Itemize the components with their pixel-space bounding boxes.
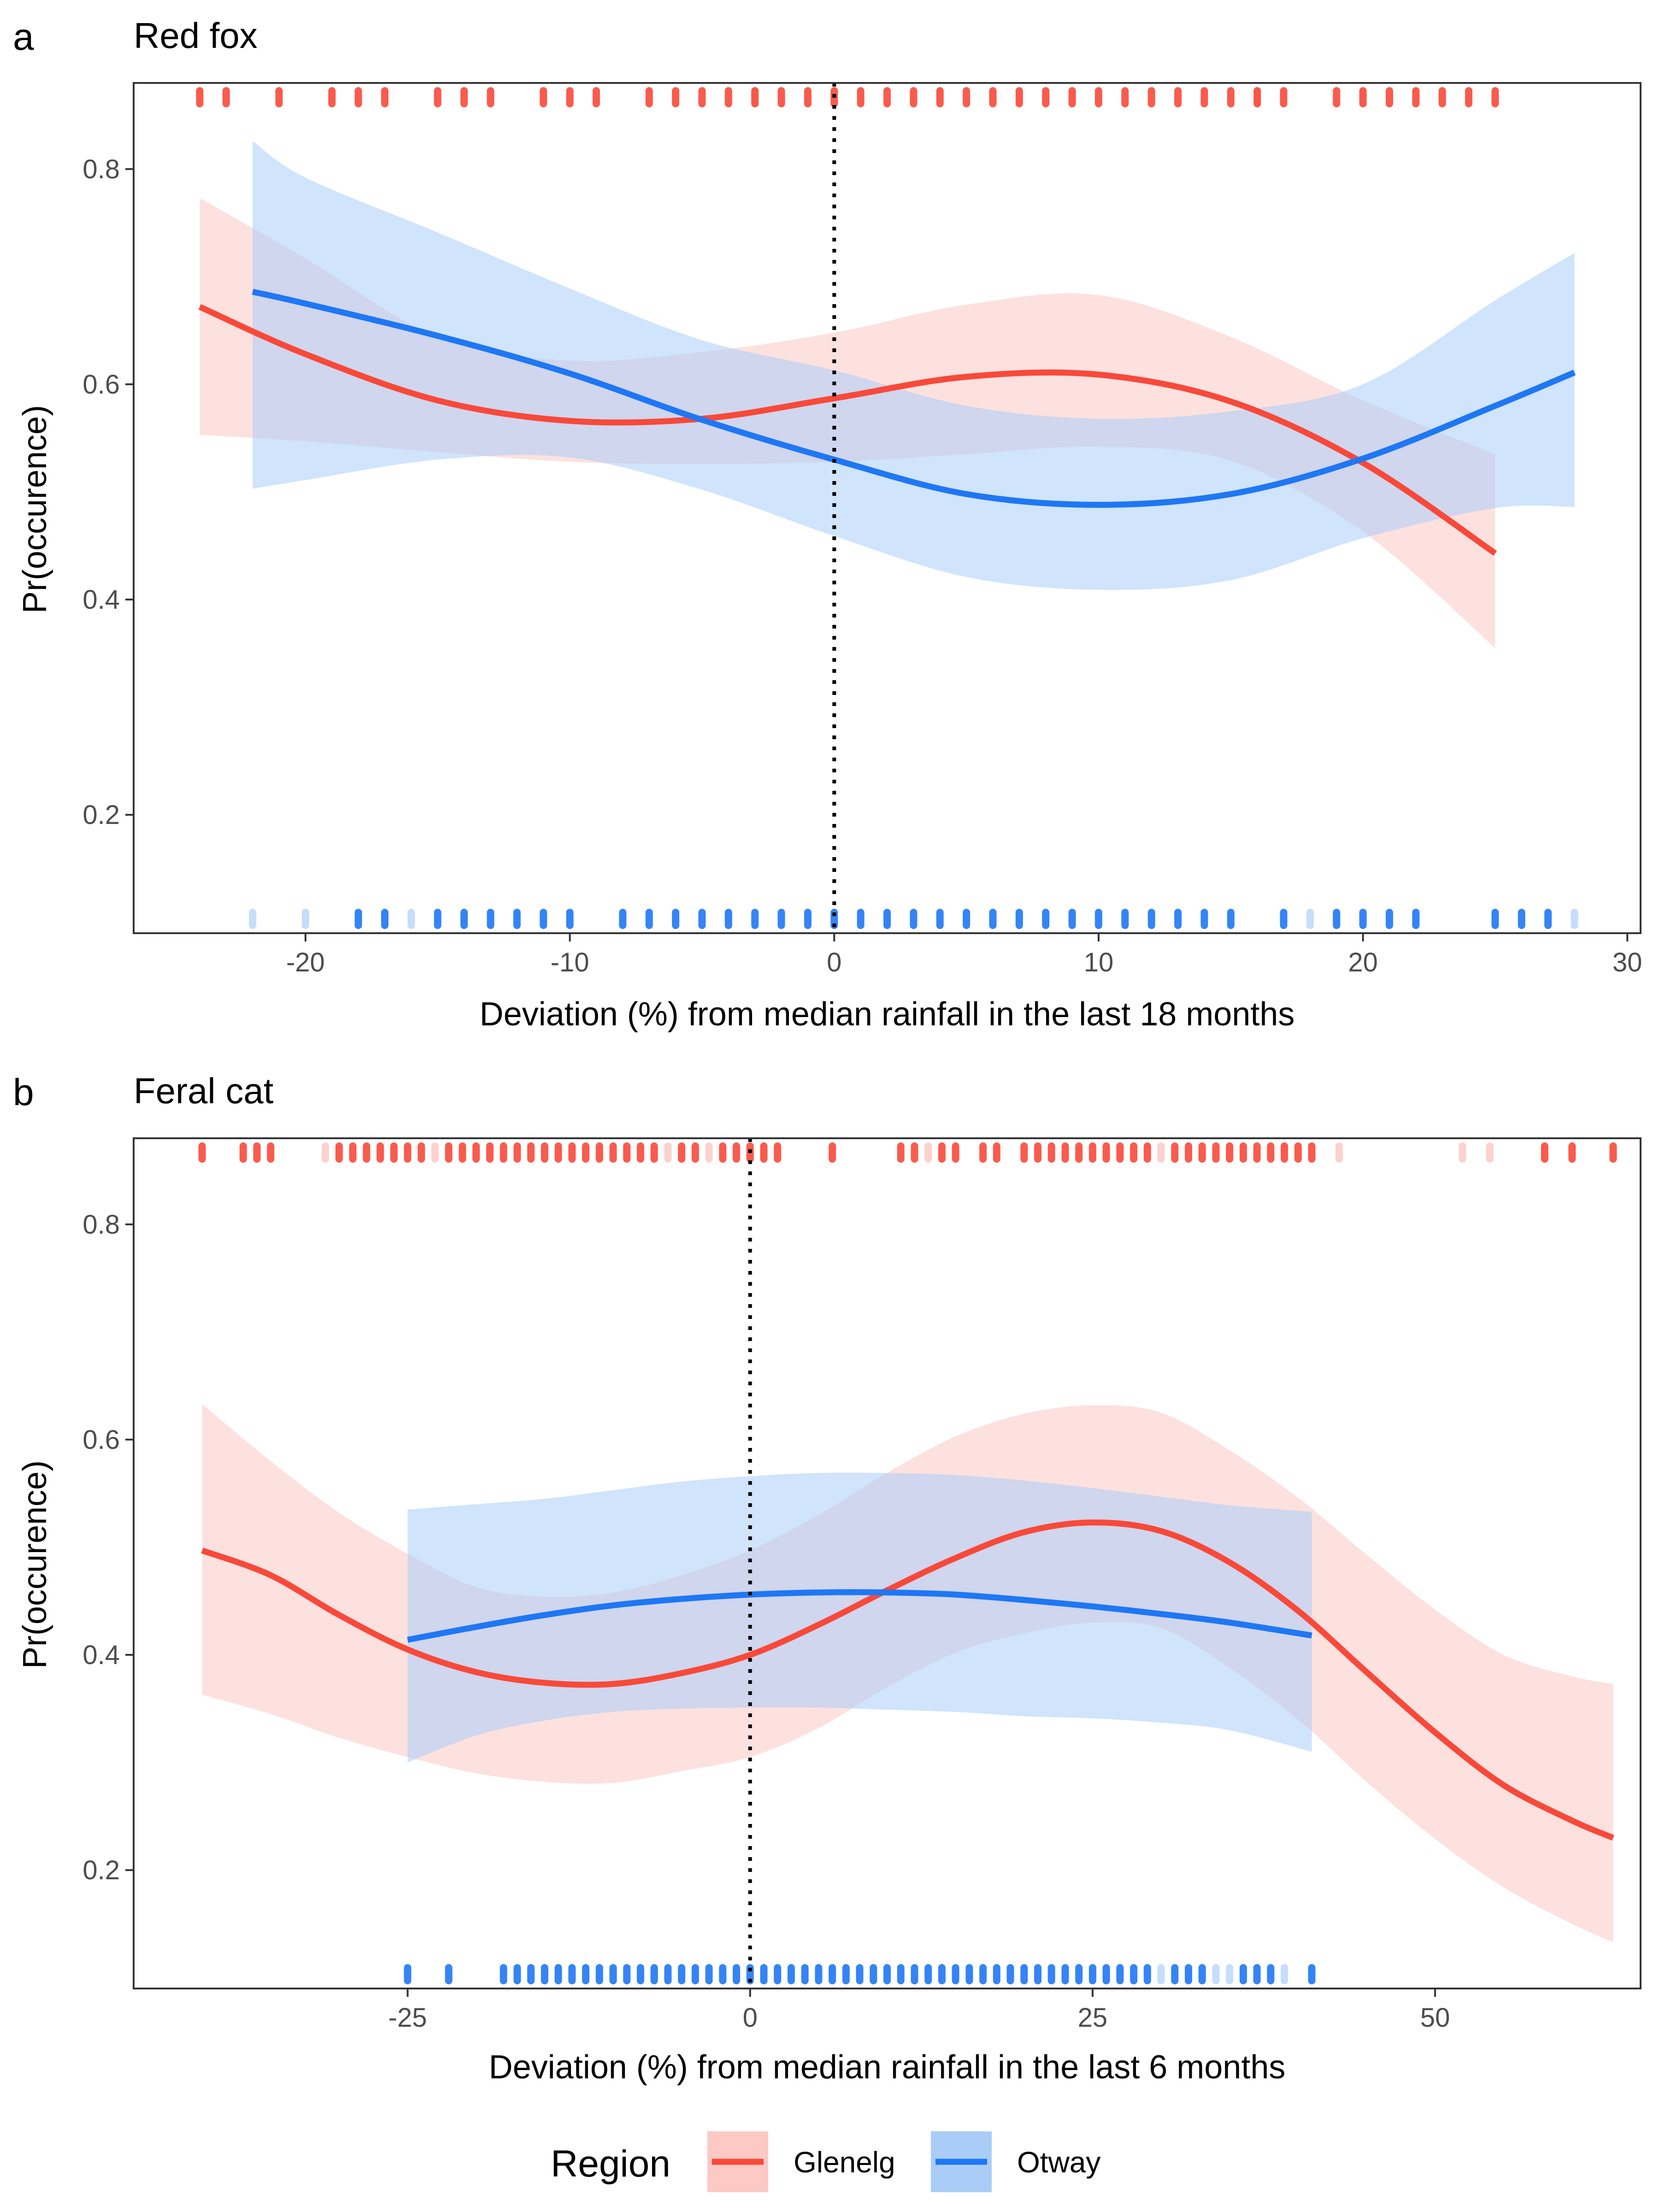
- pb-y-tick-label-3: 0.8: [82, 1210, 120, 1240]
- pa-x-tick-label-4: 20: [1348, 947, 1378, 977]
- pa-fit-line-otway: [252, 288, 1576, 508]
- pa-x-tick-label-3: 10: [1084, 947, 1114, 977]
- pb-ci-band-otway: [407, 1472, 1312, 1763]
- panel-title-a: Red fox: [134, 15, 258, 56]
- y-axis-title-b: Pr(occurence): [17, 1460, 53, 1669]
- legend-label-glenelg: Glenelg: [794, 2146, 895, 2179]
- pa-y-tick-label-0: 0.2: [82, 800, 120, 830]
- plot-area-b: -25 0 25 50 0.2 0.4 0.6 0.8: [82, 1137, 1641, 2033]
- legend-item-glenelg: Glenelg: [707, 2131, 895, 2192]
- y-axis-title-a: Pr(occurence): [17, 405, 53, 613]
- legend-label-otway: Otway: [1017, 2146, 1100, 2179]
- pa-x-tick-label-0: -20: [286, 947, 325, 977]
- x-axis-title-a: Deviation (%) from median rainfall in th…: [480, 996, 1295, 1033]
- pa-x-tick-label-2: 0: [827, 947, 841, 977]
- pa-fit-line-glenelg: [198, 304, 1497, 556]
- pa-panel-border: [133, 82, 1641, 934]
- panel-title-b: Feral cat: [134, 1071, 274, 1111]
- pb-x-tick-label-1: 0: [743, 2003, 758, 2033]
- panel-letter-b: b: [13, 1071, 34, 1113]
- pb-x-tick-label-0: -25: [388, 2003, 427, 2033]
- pa-x-tick-label-5: 30: [1612, 947, 1642, 977]
- x-axis-title-b: Deviation (%) from median rainfall in th…: [489, 2049, 1286, 2086]
- pa-y-tick-label-2: 0.6: [82, 370, 120, 400]
- legend: Region Glenelg Otway: [551, 2131, 1100, 2192]
- pb-panel-border: [133, 1137, 1641, 1989]
- pb-fit-line-otway: [407, 1589, 1312, 1643]
- legend-title: Region: [551, 2143, 671, 2185]
- pb-x-tick-label-3: 50: [1420, 2003, 1450, 2033]
- pa-y-tick-label-3: 0.8: [82, 154, 120, 184]
- panel-red-fox: a Red fox -20 -10 0 10 20 30 0.2 0.4 0.6 0.8 Devi…: [13, 15, 1642, 1033]
- pb-fit-line-glenelg: [201, 1519, 1615, 1841]
- panel-feral-cat: b Feral cat -25 0 25 50 0.2 0.4 0.6 0.8 Deviati…: [13, 1071, 1641, 2086]
- pb-y-tick-label-2: 0.6: [82, 1425, 120, 1455]
- pa-x-tick-label-1: -10: [551, 947, 589, 977]
- legend-item-otway: Otway: [931, 2131, 1100, 2192]
- plot-area-a: -20 -10 0 10 20 30 0.2 0.4 0.6 0.8: [82, 82, 1642, 977]
- pb-x-tick-label-2: 25: [1078, 2003, 1108, 2033]
- panel-letter-a: a: [13, 16, 34, 58]
- pb-y-tick-label-0: 0.2: [82, 1855, 120, 1885]
- pa-y-tick-label-1: 0.4: [82, 585, 120, 615]
- pb-y-tick-label-1: 0.4: [82, 1640, 120, 1670]
- pa-ci-band-otway: [253, 141, 1575, 590]
